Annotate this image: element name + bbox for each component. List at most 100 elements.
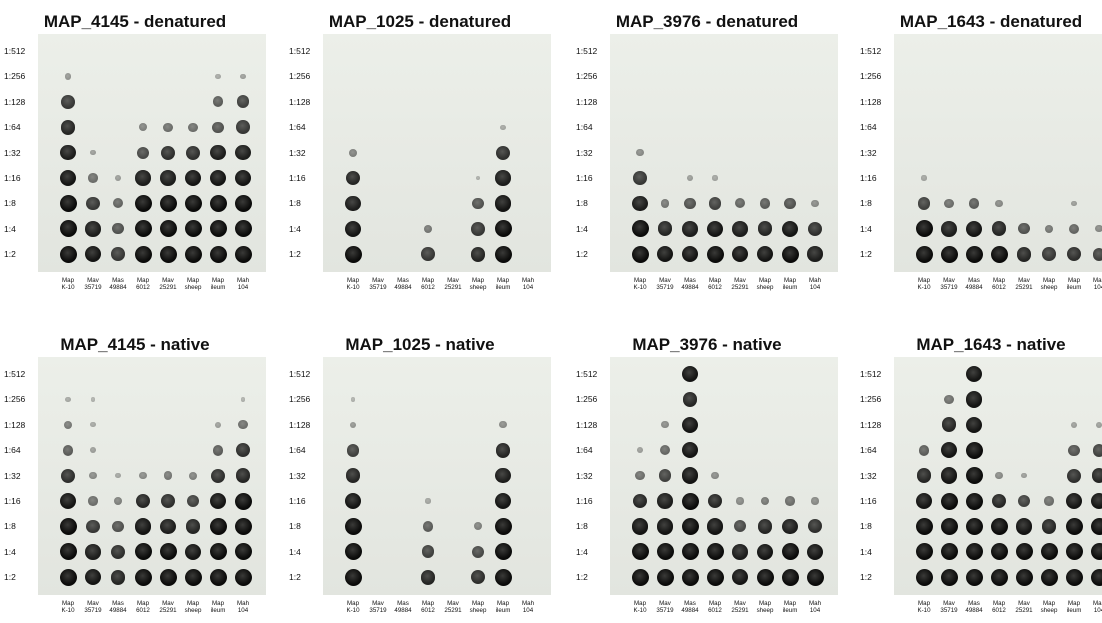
- blot-dot: [210, 543, 227, 560]
- blot-dot: [657, 246, 673, 262]
- blot-dot: [808, 222, 822, 236]
- panel-title: MAP_1025 - native: [289, 335, 551, 355]
- blot-dot: [941, 493, 958, 510]
- blot-dot: [1066, 569, 1083, 586]
- strain-label-line1: Mas: [684, 600, 696, 607]
- dilution-label: 1:16: [576, 496, 593, 506]
- strain-label-line1: Mav: [1018, 600, 1030, 607]
- blot-dot: [139, 123, 147, 131]
- blot-dot: [758, 221, 773, 236]
- blot-dot: [682, 246, 698, 262]
- dilution-label: 1:64: [4, 445, 21, 455]
- strain-label-line1: Mav: [734, 277, 746, 284]
- strain-label-line2: sheep: [185, 607, 202, 614]
- strain-label-line1: Mav: [447, 600, 459, 607]
- dilution-label: 1:4: [576, 547, 588, 557]
- blot-dot: [135, 246, 152, 263]
- blot-dot: [1042, 247, 1056, 261]
- dilution-label: 1:128: [4, 420, 25, 430]
- dilution-label: 1:512: [860, 369, 881, 379]
- blot-dot: [61, 120, 76, 135]
- dilution-label: 1:512: [4, 369, 25, 379]
- dilution-label: 1:16: [289, 173, 306, 183]
- blot-dot: [732, 569, 748, 585]
- blot-dot: [495, 493, 511, 509]
- blot-dot: [811, 497, 818, 504]
- blot-dot: [163, 123, 172, 132]
- panel-title: MAP_4145 - native: [4, 335, 266, 355]
- blot-dot: [966, 442, 983, 459]
- blot-dot: [235, 170, 251, 186]
- strain-label-line2: ileum: [211, 607, 226, 614]
- strain-label-line2: K-10: [61, 284, 74, 291]
- strain-label-line2: ileum: [496, 607, 511, 614]
- strain-label-line1: Map: [497, 600, 509, 607]
- strain-label-line2: ileum: [496, 284, 511, 291]
- strain-label-line2: sheep: [1041, 607, 1058, 614]
- blot-dot: [210, 518, 227, 535]
- blot-dot: [661, 199, 670, 208]
- strain-label-line2: sheep: [1041, 284, 1058, 291]
- blot-dot: [682, 569, 699, 586]
- dilution-label: 1:32: [860, 148, 877, 158]
- strain-label-line2: 104: [1094, 607, 1102, 614]
- dilution-label: 1:8: [860, 198, 872, 208]
- blot-dot: [136, 494, 151, 509]
- blot-dot: [496, 443, 511, 458]
- blot-dot: [1018, 223, 1029, 234]
- blot-dot: [61, 469, 75, 483]
- strain-label-line1: Map: [759, 600, 771, 607]
- dilution-label: 1:16: [576, 173, 593, 183]
- dilution-label: 1:16: [860, 173, 877, 183]
- blot-dot: [472, 198, 483, 209]
- blot-dot: [345, 543, 362, 560]
- strain-label-line2: ileum: [1067, 284, 1082, 291]
- blot-dot: [966, 246, 983, 263]
- dilution-label: 1:16: [289, 496, 306, 506]
- blot-dot: [966, 543, 983, 560]
- blot-dot: [161, 494, 175, 508]
- strain-label-line1: Map: [212, 277, 224, 284]
- strain-label-line2: 49884: [681, 607, 698, 614]
- blot-dot: [60, 518, 77, 535]
- blot-dot: [633, 171, 647, 185]
- strain-label-line1: Mav: [943, 277, 955, 284]
- blot-dot: [345, 221, 361, 237]
- blot-dot: [421, 570, 436, 585]
- blot-dot: [682, 221, 698, 237]
- strain-label-line2: 6012: [421, 284, 435, 291]
- strain-label-line1: Map: [472, 277, 484, 284]
- blot-dot: [476, 176, 480, 180]
- dilution-label: 1:4: [576, 224, 588, 234]
- blot-dot: [185, 220, 202, 237]
- dilution-label: 1:8: [289, 198, 301, 208]
- blot-dot: [657, 493, 673, 509]
- blot-dot: [921, 175, 926, 180]
- dilution-label: 1:256: [4, 71, 25, 81]
- blot-dot: [682, 543, 699, 560]
- dilution-label: 1:64: [860, 122, 877, 132]
- blot-dot: [1091, 518, 1102, 535]
- strain-label-line2: 49884: [681, 284, 698, 291]
- blot-dot: [496, 146, 510, 160]
- dilution-label: 1:2: [860, 572, 872, 582]
- blot-dot: [782, 543, 799, 560]
- blot-dot: [495, 195, 511, 211]
- blot-dot: [707, 543, 724, 560]
- dilution-label: 1:256: [289, 71, 310, 81]
- panel-title: MAP_1643 - native: [860, 335, 1102, 355]
- blot-dot: [991, 543, 1008, 560]
- dilution-label: 1:64: [4, 122, 21, 132]
- panel-title: MAP_3976 - denatured: [576, 12, 838, 32]
- strain-label-line1: Mav: [87, 277, 99, 284]
- strain-label-line1: Map: [759, 277, 771, 284]
